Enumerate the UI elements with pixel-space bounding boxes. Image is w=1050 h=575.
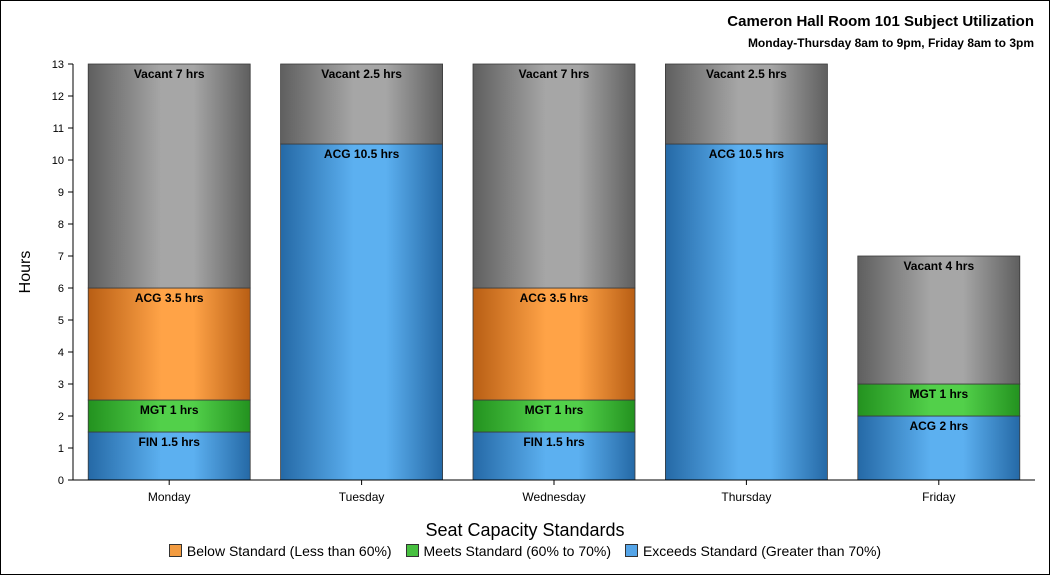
bar-segment-wednesday-below: [472, 287, 636, 401]
bar-segment-thursday-exceeds: [665, 143, 828, 481]
bar-segment-tuesday-exceeds: [280, 143, 444, 481]
y-tick-label: 13: [52, 59, 64, 71]
y-tick-label: 2: [58, 411, 64, 423]
data-label: ACG 10.5 hrs: [709, 147, 785, 161]
y-tick-label: 4: [58, 347, 64, 359]
y-tick-label: 8: [58, 219, 64, 231]
chart-subtitle: Monday-Thursday 8am to 9pm, Friday 8am t…: [747, 36, 1034, 50]
y-tick-label: 5: [58, 315, 64, 327]
bar-segment-wednesday-vacant: [472, 63, 636, 289]
legend-item-meets: Meets Standard (60% to 70%): [405, 543, 612, 559]
x-tick-label: Friday: [922, 490, 955, 504]
legend-label-below: Below Standard (Less than 60%): [186, 543, 392, 559]
legend-swatch-below: [168, 544, 182, 557]
data-label: Vacant 2.5 hrs: [321, 67, 402, 81]
legend-item-exceeds: Exceeds Standard (Greater than 70%): [624, 543, 882, 559]
bar-segment-friday-vacant: [857, 255, 1021, 385]
y-axis-label: Hours: [17, 251, 34, 294]
data-label: FIN 1.5 hrs: [523, 435, 585, 449]
x-tick-label: Monday: [148, 490, 191, 504]
data-label: Vacant 2.5 hrs: [706, 67, 787, 81]
legend-swatch-meets: [405, 544, 419, 557]
data-label: Vacant 7 hrs: [134, 67, 205, 81]
chart-title: Cameron Hall Room 101 Subject Utilizatio…: [727, 13, 1034, 30]
data-label: MGT 1 hrs: [525, 403, 584, 417]
bar-segment-monday-exceeds: [87, 431, 251, 481]
x-tick-label: Tuesday: [339, 490, 385, 504]
legend-swatch-exceeds: [624, 544, 638, 557]
data-label: ACG 10.5 hrs: [324, 147, 400, 161]
y-tick-label: 10: [52, 155, 64, 167]
y-tick-label: 6: [58, 283, 64, 295]
y-tick-label: 7: [58, 251, 64, 263]
data-label: MGT 1 hrs: [909, 387, 968, 401]
bar-segment-friday-exceeds: [857, 415, 1021, 481]
data-label: FIN 1.5 hrs: [139, 435, 201, 449]
data-label: MGT 1 hrs: [140, 403, 199, 417]
y-tick-label: 3: [58, 379, 64, 391]
data-label: ACG 2 hrs: [909, 419, 968, 433]
bar-segment-monday-vacant: [87, 63, 251, 289]
data-label: Vacant 7 hrs: [519, 67, 590, 81]
bar-segment-monday-meets: [87, 399, 251, 433]
bar-segment-thursday-vacant: [665, 63, 828, 145]
data-label: ACG 3.5 hrs: [520, 291, 589, 305]
y-tick-label: 11: [53, 123, 64, 135]
legend: Below Standard (Less than 60%) Meets Sta…: [0, 543, 1050, 559]
y-tick-label: 0: [58, 475, 64, 487]
x-tick-label: Wednesday: [522, 490, 585, 504]
legend-item-below: Below Standard (Less than 60%): [168, 543, 392, 559]
bar-segment-tuesday-vacant: [280, 63, 444, 145]
legend-title: Seat Capacity Standards: [425, 520, 625, 540]
y-tick-label: 1: [58, 443, 64, 455]
data-label: Vacant 4 hrs: [903, 259, 974, 273]
bar-segment-wednesday-meets: [472, 399, 636, 433]
data-label: ACG 3.5 hrs: [135, 291, 204, 305]
y-tick-label: 9: [58, 187, 64, 199]
bar-segment-monday-below: [87, 287, 251, 401]
legend-label-exceeds: Exceeds Standard (Greater than 70%): [642, 543, 882, 559]
legend-label-meets: Meets Standard (60% to 70%): [423, 543, 612, 559]
y-tick-label: 12: [52, 91, 64, 103]
x-tick-label: Thursday: [721, 490, 771, 504]
